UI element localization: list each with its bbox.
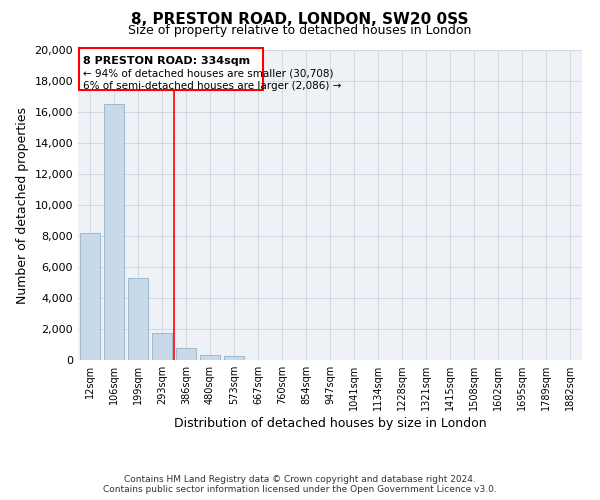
X-axis label: Distribution of detached houses by size in London: Distribution of detached houses by size … [173, 418, 487, 430]
Bar [152, 333, 172, 360]
Text: 8 PRESTON ROAD: 334sqm: 8 PRESTON ROAD: 334sqm [83, 56, 250, 66]
Bar [176, 348, 196, 360]
FancyBboxPatch shape [79, 48, 263, 90]
Text: 8, PRESTON ROAD, LONDON, SW20 0SS: 8, PRESTON ROAD, LONDON, SW20 0SS [131, 12, 469, 28]
Bar [200, 356, 220, 360]
Bar [224, 356, 244, 360]
Text: 6% of semi-detached houses are larger (2,086) →: 6% of semi-detached houses are larger (2… [83, 81, 341, 91]
Y-axis label: Number of detached properties: Number of detached properties [16, 106, 29, 304]
Bar [104, 104, 124, 360]
Text: Size of property relative to detached houses in London: Size of property relative to detached ho… [128, 24, 472, 37]
Text: ← 94% of detached houses are smaller (30,708): ← 94% of detached houses are smaller (30… [83, 68, 334, 78]
Bar [128, 278, 148, 360]
Text: Contains HM Land Registry data © Crown copyright and database right 2024.
Contai: Contains HM Land Registry data © Crown c… [103, 474, 497, 494]
Bar [80, 233, 100, 360]
